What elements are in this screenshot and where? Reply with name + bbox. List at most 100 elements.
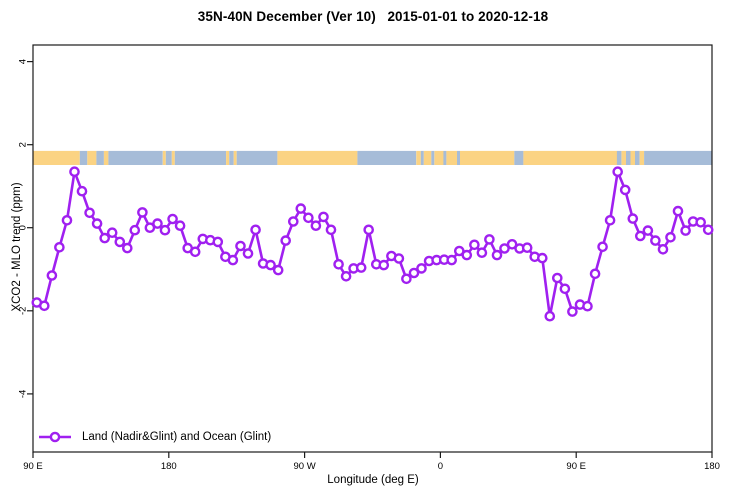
data-point-marker xyxy=(408,267,420,279)
data-point-marker xyxy=(484,234,495,245)
data-point-marker xyxy=(469,239,480,251)
data-point-marker xyxy=(122,242,133,254)
data-point-marker xyxy=(54,241,65,253)
ocean-band-segment xyxy=(644,150,712,165)
data-point-marker xyxy=(589,268,601,280)
y-axis-title: XCO2 - MLO trend (ppm) xyxy=(11,182,23,312)
data-point-marker xyxy=(250,224,261,236)
x-tick-label: 180 xyxy=(161,461,177,472)
ocean-band-segment xyxy=(420,150,424,165)
data-point-marker xyxy=(491,249,503,261)
data-point-marker xyxy=(393,253,405,264)
y-tick-label: -4 xyxy=(18,390,29,398)
data-point-marker xyxy=(461,249,473,261)
land-band-segment xyxy=(171,150,175,165)
data-point-marker xyxy=(363,224,375,236)
data-point-marker xyxy=(152,218,163,229)
x-tick-label: 90 E xyxy=(566,461,586,472)
y-tick-label: 4 xyxy=(18,59,29,64)
data-point-marker xyxy=(597,241,608,253)
land-band-segment xyxy=(621,150,626,165)
data-point-marker xyxy=(303,212,314,224)
ocean-band-segment xyxy=(514,150,524,165)
chart-title: 35N-40N December (Ver 10) 2015-01-01 to … xyxy=(197,9,549,24)
data-point-marker xyxy=(318,211,329,223)
data-point-marker xyxy=(39,300,50,312)
data-series-line xyxy=(36,170,710,318)
data-point-marker xyxy=(272,264,284,276)
data-point-marker xyxy=(333,258,344,270)
data-point-marker xyxy=(695,216,707,228)
data-point-marker xyxy=(212,236,224,248)
x-tick-label: 90 E xyxy=(23,461,43,472)
data-point-marker xyxy=(99,232,110,244)
data-point-marker xyxy=(619,184,631,196)
land-band-segment xyxy=(162,150,166,165)
land-band-segment xyxy=(630,150,635,165)
data-point-marker xyxy=(265,259,276,271)
legend-marker-icon xyxy=(49,431,61,443)
data-point-marker xyxy=(227,254,239,266)
data-point-marker xyxy=(521,242,533,253)
land-band-segment xyxy=(434,150,444,165)
ocean-band-segment xyxy=(626,150,631,165)
data-point-marker xyxy=(506,238,518,250)
land-band-segment xyxy=(416,150,421,165)
ocean-band-segment xyxy=(174,150,227,165)
land-band-segment xyxy=(87,150,97,165)
ocean-band-segment xyxy=(79,150,88,165)
data-point-marker xyxy=(159,224,171,236)
x-axis-title: Longitude (deg E) xyxy=(327,474,419,486)
data-point-marker xyxy=(552,272,563,284)
data-point-marker xyxy=(144,222,156,233)
ocean-band-segment xyxy=(457,150,460,165)
data-point-marker xyxy=(280,235,292,246)
land-band-segment xyxy=(523,150,617,165)
data-point-marker xyxy=(650,235,661,246)
data-point-marker xyxy=(612,166,624,177)
data-point-marker xyxy=(378,259,390,271)
data-point-marker xyxy=(310,220,322,231)
data-point-marker xyxy=(235,240,246,252)
data-point-marker xyxy=(114,236,126,248)
data-point-marker xyxy=(627,213,639,224)
plot-box xyxy=(32,44,713,453)
legend: Land (Nadir&Glint) and Ocean (Glint) xyxy=(38,429,271,445)
data-point-marker xyxy=(91,218,103,229)
land-band-segment xyxy=(103,150,109,165)
data-point-marker xyxy=(567,306,578,317)
data-point-marker xyxy=(657,243,669,255)
data-point-marker xyxy=(137,207,148,218)
data-point-marker xyxy=(453,245,465,257)
ocean-band-segment xyxy=(165,150,172,165)
ocean-band-segment xyxy=(236,150,278,165)
ocean-band-segment xyxy=(443,150,447,165)
x-tick-label: 90 W xyxy=(294,461,316,472)
data-point-marker xyxy=(189,246,201,258)
data-point-marker xyxy=(582,300,593,312)
land-band-segment xyxy=(226,150,230,165)
data-point-marker xyxy=(46,270,58,281)
data-point-marker xyxy=(174,220,186,231)
data-point-marker xyxy=(416,263,427,274)
data-point-marker xyxy=(559,283,571,295)
ocean-band-segment xyxy=(431,150,435,165)
data-point-marker xyxy=(295,203,307,214)
legend-key-icon xyxy=(39,431,71,443)
data-point-marker xyxy=(69,166,80,177)
data-point-marker xyxy=(84,207,95,219)
ocean-band-segment xyxy=(616,150,622,165)
data-point-marker xyxy=(167,213,178,225)
y-tick-label: 2 xyxy=(18,142,29,147)
data-point-marker xyxy=(61,214,73,226)
land-band-segment xyxy=(277,150,358,165)
y-tick-label: 0 xyxy=(18,225,29,230)
data-point-marker xyxy=(355,262,367,273)
data-point-marker xyxy=(672,205,684,217)
data-point-marker xyxy=(702,224,714,236)
land-band-segment xyxy=(446,150,457,165)
data-point-marker xyxy=(604,214,616,226)
ocean-band-segment xyxy=(357,150,417,165)
land-band-segment xyxy=(460,150,515,165)
